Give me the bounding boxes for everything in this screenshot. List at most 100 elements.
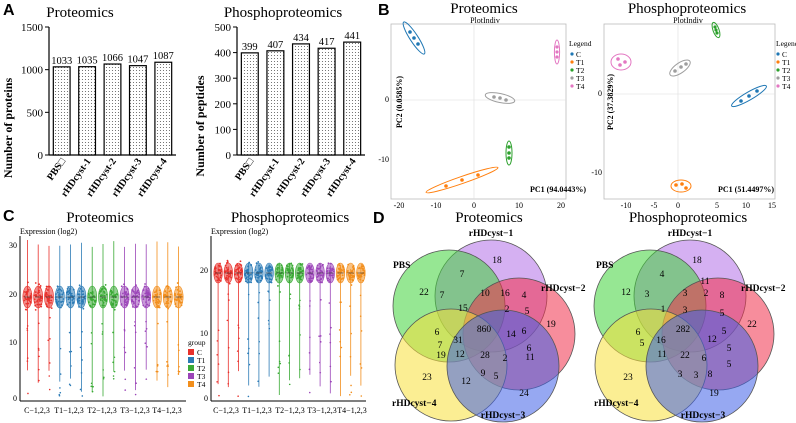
legend-title: Legend	[569, 39, 592, 48]
venn-count: 6	[636, 328, 641, 338]
sample-point	[28, 299, 31, 302]
outlier-point	[59, 387, 61, 389]
sample-point	[69, 297, 72, 300]
sample-point	[276, 267, 278, 270]
point-t1	[684, 186, 688, 190]
outlier-point	[218, 394, 220, 397]
outlier-point	[236, 350, 239, 352]
x-tick: -5	[651, 201, 658, 210]
x-tick: 10	[515, 201, 523, 210]
point-c	[408, 30, 412, 34]
bar	[103, 63, 122, 156]
set-label: rHDcyst−3	[681, 411, 726, 421]
outlier-point	[299, 334, 301, 336]
sample-point	[235, 277, 238, 280]
sample-point	[113, 308, 116, 311]
outlier-point	[58, 393, 61, 396]
sample-point	[280, 269, 283, 271]
sample-point	[101, 294, 104, 297]
sample-point	[45, 287, 48, 290]
outlier-point	[216, 381, 218, 383]
sample-point	[100, 294, 103, 296]
sample-point	[251, 271, 254, 274]
sample-point	[78, 302, 81, 305]
outlier-point	[112, 331, 114, 334]
sample-point	[66, 303, 69, 306]
sample-point	[226, 278, 228, 280]
sample-point	[45, 295, 48, 298]
sample-point	[145, 291, 148, 293]
y-tick: 10	[9, 338, 17, 347]
sample-point	[164, 290, 167, 293]
outlier-point	[38, 379, 40, 382]
legend-swatch	[188, 365, 194, 371]
sample-point	[328, 273, 331, 276]
outlier-point	[103, 376, 105, 379]
sample-point	[306, 267, 309, 270]
sample-point	[33, 298, 36, 301]
sample-point	[39, 294, 41, 297]
y-ticks: 0 -10	[378, 95, 389, 164]
sample-point	[103, 287, 106, 290]
ellipse-c	[402, 21, 426, 55]
legend-item: T1	[197, 356, 206, 365]
outlier-point	[350, 332, 352, 335]
sample-point	[266, 273, 269, 276]
point-t2	[507, 145, 511, 149]
sample-point	[169, 293, 172, 296]
sample-point	[115, 303, 118, 306]
outlier-point	[248, 347, 250, 350]
sample-point	[92, 303, 95, 306]
sample-point	[26, 290, 29, 293]
sample-point	[59, 306, 62, 309]
outlier-point	[247, 395, 250, 398]
outlier-point	[81, 395, 84, 397]
point-c	[416, 42, 420, 46]
sample-point	[219, 276, 222, 279]
venn-count: 3	[645, 290, 650, 300]
sample-point	[78, 284, 81, 287]
sample-point	[155, 297, 158, 300]
x-ticks: C−1,2,3 T1−1,2,3 T2−1,2,3 T3−1,2,3 T4−1,…	[24, 406, 182, 415]
outlier-point	[167, 365, 169, 367]
point-t4	[555, 45, 559, 49]
outlier-point	[329, 341, 332, 344]
sample-point	[102, 285, 105, 288]
y-axis-label: Expression (log2)	[211, 227, 268, 236]
legend-item: C	[782, 50, 787, 59]
y-axis-label: PC2 (37.3829%)	[606, 74, 615, 130]
legend-item: T2	[782, 66, 791, 75]
point-t2	[714, 28, 718, 32]
sample-point	[157, 298, 160, 301]
sample-point	[100, 289, 102, 292]
sample-point	[87, 292, 90, 295]
venn-count: 12	[621, 288, 631, 298]
sample-point	[126, 300, 129, 303]
sample-point	[93, 303, 96, 306]
set-label: PBS	[596, 261, 613, 271]
venn-count: 15	[458, 304, 468, 314]
sample-point	[166, 305, 168, 308]
outlier-point	[288, 354, 291, 357]
sample-point	[216, 273, 219, 276]
outlier-point	[26, 329, 29, 332]
point-c	[412, 36, 416, 40]
sample-point	[224, 264, 227, 267]
sample-point	[148, 304, 151, 307]
bar	[266, 50, 285, 156]
sample-point	[246, 281, 249, 284]
outlier-point	[124, 389, 127, 391]
sample-point	[72, 297, 75, 300]
y-tick: 0	[598, 89, 602, 98]
sample-point	[287, 265, 289, 268]
sample-point	[322, 272, 325, 275]
sample-point	[30, 293, 33, 295]
set-label: rHDcyst−4	[392, 399, 437, 409]
sample-point	[226, 261, 229, 263]
sample-point	[308, 267, 311, 270]
sample-point	[268, 273, 271, 276]
sample-point	[143, 285, 146, 288]
sample-point	[73, 295, 76, 298]
sample-point	[153, 291, 156, 294]
venn-count: 4	[660, 270, 665, 280]
